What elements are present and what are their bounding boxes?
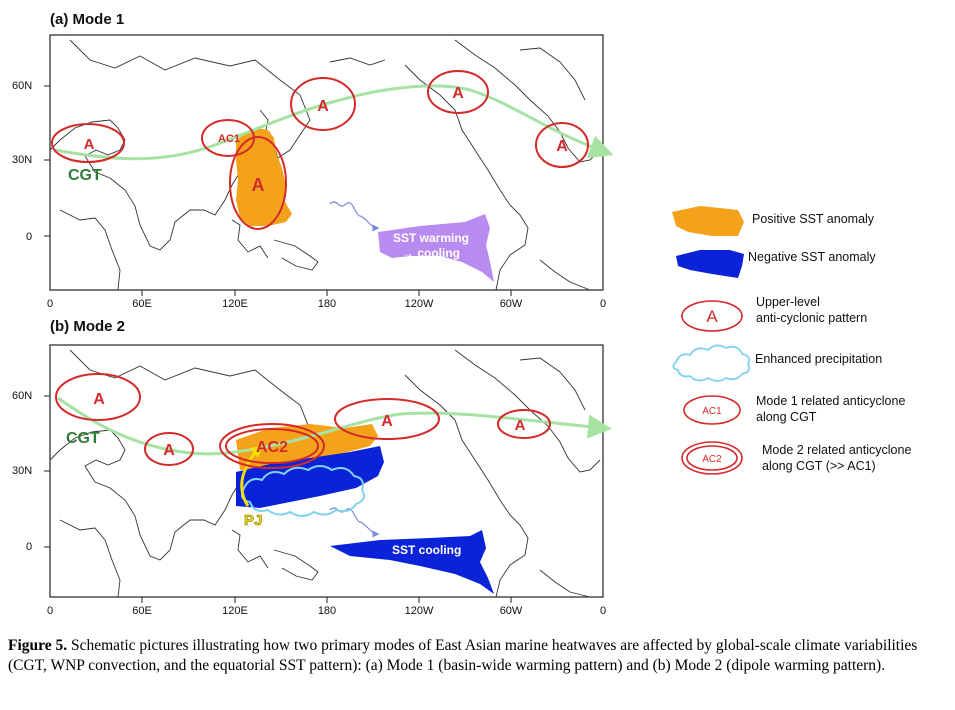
- panel-a-sst-label-1: SST warming: [393, 231, 469, 245]
- panel-a-anticyclone-4-label: A: [452, 85, 464, 102]
- figure-caption: Figure 5. Schematic pictures illustratin…: [8, 636, 948, 676]
- panel-a-anticyclone-3-label: A: [317, 98, 329, 115]
- panel-b-lon-label-0-end: 0: [600, 605, 606, 617]
- figure-caption-label: Figure 5.: [8, 637, 68, 654]
- panel-b-negative-sst-shape: [236, 446, 384, 508]
- panel-a-title: (a) Mode 1: [50, 11, 125, 28]
- panel-a-lon-label-120e: 120E: [222, 298, 248, 310]
- panel-a-anticyclone-3: [290, 77, 356, 131]
- legend-ac2-symbol-text: AC2: [702, 454, 722, 465]
- panel-a-anticyclone-2: [229, 136, 287, 230]
- panel-b-sst-cooling-shape: [330, 530, 494, 594]
- panel-b-anticyclone-2: [144, 432, 194, 466]
- panel-a-sst-label-2: → cooling: [402, 246, 460, 260]
- panel-a-lon-label-60e: 60E: [132, 298, 152, 310]
- panel-b-anticyclone-4: [497, 409, 551, 439]
- panel-b-cgt-arrow: [57, 396, 612, 456]
- panel-a-wave-arrow: [329, 201, 380, 232]
- panel-b-pj-arrow: [240, 448, 260, 507]
- panel-a-frame: [49, 34, 604, 291]
- panel-a-lon-label-120w: 120W: [405, 298, 434, 310]
- legend-ac1-label-1: Mode 1 related anticyclone: [756, 394, 906, 408]
- panel-b-lon-label-120w: 120W: [405, 605, 434, 617]
- legend-positive-sst-swatch: [672, 206, 744, 236]
- panel-a-lon-label-180: 180: [318, 298, 336, 310]
- panel-b-map: SST cooling PJ A A AC2 A A CGT: [12, 344, 612, 617]
- panel-a-cgt-label: CGT: [68, 167, 102, 184]
- panel-b-anticyclone-1: [55, 373, 141, 421]
- panel-a-lat-label-30n: 30N: [12, 154, 32, 166]
- panel-b-anticyclone-ac2-inner: [225, 428, 319, 464]
- legend-ac1-symbol-text: AC1: [702, 406, 722, 417]
- panel-b-anticyclone-1-label: A: [93, 391, 105, 408]
- panel-b-title: (b) Mode 2: [50, 318, 125, 335]
- legend-negative-sst-swatch: [676, 250, 744, 278]
- panel-b-positive-sst-shape: [236, 424, 378, 470]
- panel-b-lat-label-0: 0: [26, 541, 32, 553]
- panel-a-positive-sst-shape: [236, 128, 292, 226]
- panel-a-anticyclone-4: [427, 70, 489, 114]
- legend: A AC1 AC2: [672, 206, 751, 475]
- panel-b-anticyclone-ac2-outer: [219, 423, 325, 469]
- panel-b-lat-label-30n: 30N: [12, 465, 32, 477]
- panel-a-sst-warming-cooling-shape: [378, 214, 494, 282]
- panel-a-anticyclone-1: [51, 123, 125, 163]
- legend-ac1-symbol: [683, 395, 741, 425]
- panel-a-lon-label-0: 0: [47, 298, 53, 310]
- panel-b-cgt-label: CGT: [66, 430, 100, 447]
- panel-b-anticyclone-3: [334, 398, 440, 440]
- panel-b-anticyclone-2-label: A: [163, 442, 175, 459]
- legend-upper-level-label-1: Upper-level: [756, 295, 820, 309]
- panel-b-lon-label-180: 180: [318, 605, 336, 617]
- panel-b-pj-arrowhead: [250, 446, 262, 458]
- panel-a-ticks: [44, 85, 512, 296]
- panel-b-anticyclone-ac2-label: AC2: [256, 439, 288, 456]
- panel-a-anticyclone-2-label: A: [252, 175, 265, 195]
- panel-b-anticyclone-3-label: A: [381, 413, 393, 430]
- panel-a-lon-label-0-end: 0: [600, 298, 606, 310]
- legend-ac2-label-2: along CGT (>> AC1): [762, 459, 876, 473]
- panel-a-anticyclone-5: [535, 122, 589, 168]
- legend-upper-level-symbol: [681, 300, 743, 332]
- panel-a-lat-label-0: 0: [26, 231, 32, 243]
- panel-b-lon-label-60e: 60E: [132, 605, 152, 617]
- legend-upper-level-symbol-text: A: [706, 307, 718, 326]
- panel-b-anticyclone-4-label: A: [515, 417, 526, 434]
- legend-upper-level-label-2: anti-cyclonic pattern: [756, 311, 868, 325]
- panel-a-lon-label-60w: 60W: [500, 298, 523, 310]
- legend-ac2-symbol-outer: [681, 441, 743, 475]
- panel-b-lon-label-120e: 120E: [222, 605, 248, 617]
- panel-b-pj-label: PJ: [244, 512, 262, 529]
- panel-b-precipitation-cloud: [241, 465, 365, 517]
- panel-b-lon-label-60w: 60W: [500, 605, 523, 617]
- legend-precip-label: Enhanced precipitation: [755, 352, 883, 366]
- panel-a-lat-label-60n: 60N: [12, 80, 32, 92]
- schematic-diagram: SST warming → cooling A AC1 A A A A CGT …: [12, 34, 751, 617]
- panel-b-sst-cooling-label: SST cooling: [392, 543, 461, 557]
- legend-precip-symbol: [672, 344, 751, 382]
- panel-b-ticks: [44, 395, 512, 603]
- panel-a-map: SST warming → cooling A AC1 A A A A CGT …: [12, 34, 614, 310]
- panel-a-anticyclone-5-label: A: [556, 138, 568, 155]
- legend-negative-sst-label: Negative SST anomaly: [748, 250, 876, 264]
- panel-a-cgt-arrow: [54, 84, 614, 161]
- legend-positive-sst-label: Positive SST anomaly: [752, 212, 875, 226]
- panel-b-lon-label-0: 0: [47, 605, 53, 617]
- legend-ac2-symbol-inner: [686, 445, 738, 471]
- figure-caption-text: Schematic pictures illustrating how two …: [8, 637, 918, 674]
- panel-b-lat-label-60n: 60N: [12, 390, 32, 402]
- panel-a-anticyclone-1-label: A: [84, 136, 95, 153]
- legend-ac2-label-1: Mode 2 related anticyclone: [762, 443, 912, 457]
- legend-ac1-label-2: along CGT: [756, 410, 817, 424]
- panel-a-anticyclone-ac1-label: AC1: [218, 133, 240, 145]
